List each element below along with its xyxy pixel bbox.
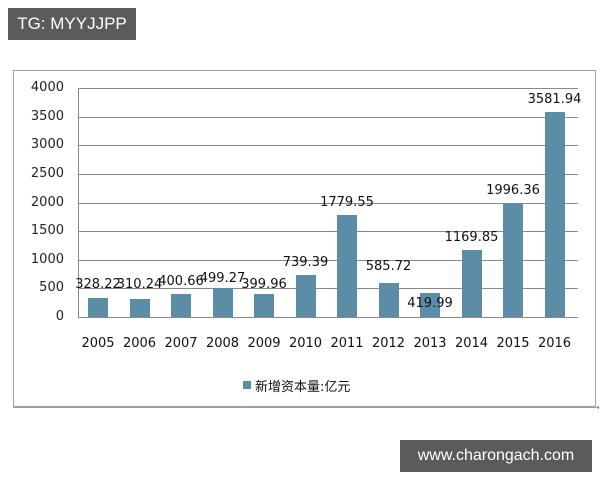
x-tick-label: 2007 [164,336,198,351]
bar-2006 [129,299,150,317]
x-tick-label: 2011 [330,336,364,351]
data-label-2012: 585.72 [365,259,412,275]
legend: 新增资本量:亿元 [243,376,351,395]
x-tick-label: 2008 [205,336,240,351]
y-tick-label: 3000 [30,137,64,153]
watermark-bottom-right: www.charongach.com [400,440,592,472]
gridline [78,231,578,233]
gridline [78,317,578,318]
plot-area [78,88,578,318]
bar-2013 [420,292,440,317]
data-label-2011: 1779.55 [320,195,374,211]
legend-label: 新增资本量:亿元 [255,379,351,395]
bar-2010 [295,274,316,317]
y-tick-label: 4000 [30,80,64,95]
bar-2016 [544,111,565,317]
data-label-2014: 1169.85 [444,230,499,246]
gridline [78,202,578,204]
data-label-2008: 499.27 [199,271,246,287]
chart-frame [13,70,596,408]
y-tick-label: 2500 [30,165,64,181]
data-label-2006: 310.24 [116,277,163,293]
bar-2015 [503,202,523,317]
gridline [78,116,578,118]
bar-2012 [378,283,399,317]
y-tick-label: 500 [39,280,64,296]
gridline [78,88,578,89]
x-tick-label: 2010 [288,336,323,351]
gridline [78,173,578,175]
y-tick-label: 1500 [30,223,64,239]
gridline [78,259,578,261]
data-label-2009: 399.96 [241,277,287,293]
x-tick-label: 2009 [247,336,281,351]
data-label-2010: 739.39 [282,254,329,270]
gridline [78,145,578,147]
watermark-top-left: TG: MYYJJPP [8,8,136,40]
data-label-2015: 1996.36 [486,182,540,198]
data-label-2016: 3581.94 [527,91,582,107]
y-tick-label: 1000 [30,251,64,267]
bar-2009 [254,294,274,317]
y-tick-label: 2000 [30,194,64,210]
x-tick-label: 2013 [413,336,447,351]
x-tick-label: 2015 [496,336,530,351]
data-label-2007: 400.66 [158,274,204,290]
bar-2011 [337,215,357,317]
x-tick-label: 2006 [122,336,157,351]
x-tick-label: 2005 [81,336,115,351]
bar-2007 [171,294,191,317]
x-tick-label: 2016 [537,336,572,351]
data-label-2013: 419.99 [407,296,453,312]
bar-2008 [212,288,233,317]
gridline [78,288,578,290]
y-tick-label: 0 [55,309,64,324]
x-tick-label: 2014 [454,336,489,351]
legend-swatch-icon [243,381,251,389]
y-tick-label: 3500 [30,108,64,124]
chart-resize-handle-icon: ◂ [596,404,600,411]
x-tick-label: 2012 [371,336,406,351]
bar-2005 [88,298,108,317]
bar-2014 [461,250,482,317]
data-label-2005: 328.22 [75,277,121,293]
